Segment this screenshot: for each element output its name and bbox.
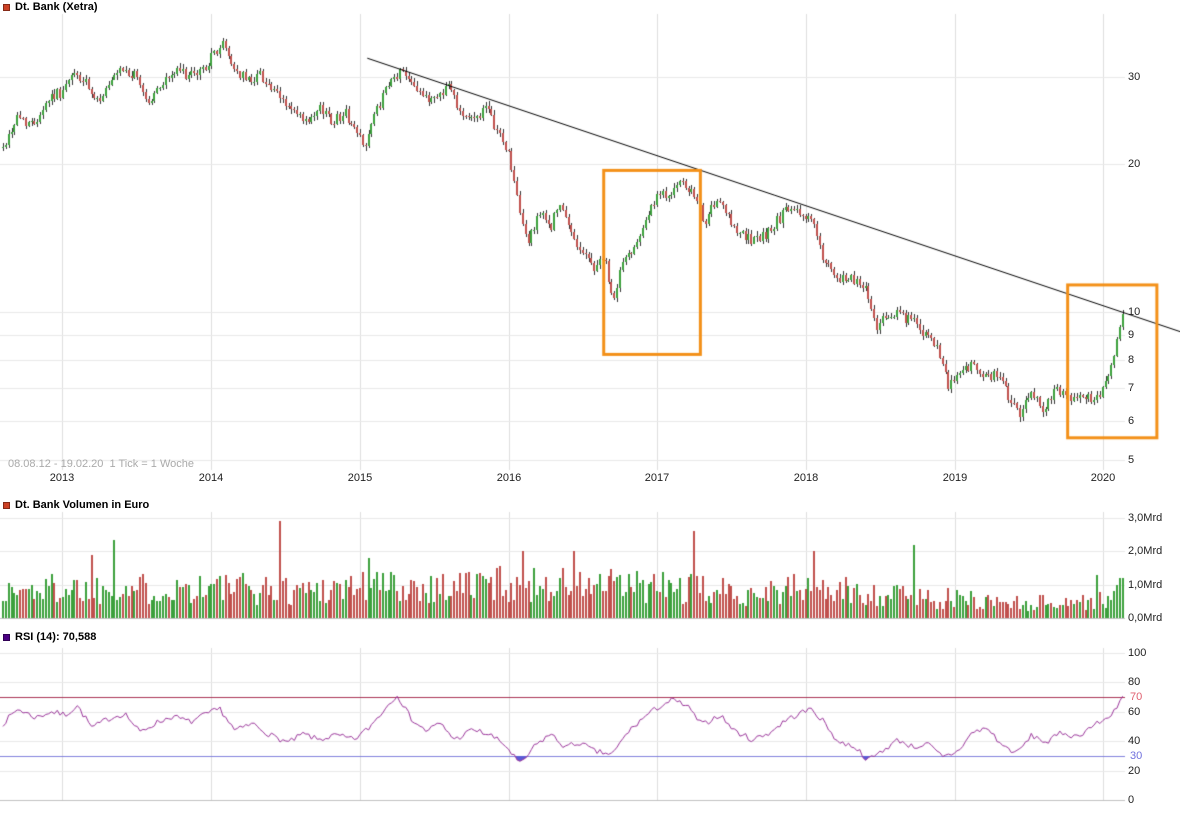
year-axis-label: 2016 — [496, 472, 522, 484]
rsi-axis-tick-label: 0 — [1128, 794, 1135, 806]
price-axis-tick-label: 10 — [1128, 306, 1141, 318]
rsi-threshold-label: 30 — [1130, 750, 1143, 762]
rsi-legend: RSI (14): 70,588 — [3, 631, 96, 643]
price-legend-label: Dt. Bank (Xetra) — [15, 1, 98, 13]
year-axis-label: 2018 — [793, 472, 819, 484]
price-axis-tick-label: 9 — [1128, 329, 1135, 341]
volume-legend: Dt. Bank Volumen in Euro — [3, 499, 149, 511]
year-axis-label: 2015 — [347, 472, 373, 484]
candlestick-icon — [3, 3, 10, 11]
volume-axis-tick-label: 2,0Mrd — [1128, 545, 1163, 557]
rsi-axis-tick-label: 80 — [1128, 676, 1141, 688]
volume-legend-label: Dt. Bank Volumen in Euro — [15, 499, 150, 511]
year-axis-label: 2020 — [1090, 472, 1116, 484]
price-axis-tick-label: 7 — [1128, 382, 1135, 394]
price-axis-tick-label: 20 — [1128, 158, 1141, 170]
volume-icon — [3, 501, 10, 509]
rsi-axis-tick-label: 20 — [1128, 765, 1141, 777]
rsi-axis-tick-label: 60 — [1128, 706, 1141, 718]
volume-axis-tick-label: 1,0Mrd — [1128, 579, 1163, 591]
price-axis-tick-label: 5 — [1128, 454, 1135, 466]
volume-axis-tick-label: 3,0Mrd — [1128, 512, 1163, 524]
price-axis-tick-label: 8 — [1128, 354, 1135, 366]
timeframe-note: 08.08.12 - 19.02.20 1 Tick = 1 Woche — [8, 458, 195, 470]
rsi-threshold-label: 70 — [1130, 691, 1143, 703]
year-axis-label: 2014 — [198, 472, 224, 484]
price-axis-tick-label: 30 — [1128, 71, 1141, 83]
year-axis-label: 2013 — [49, 472, 75, 484]
volume-axis-tick-label: 0,0Mrd — [1128, 612, 1163, 624]
rsi-icon — [3, 633, 10, 641]
year-axis-label: 2019 — [942, 472, 968, 484]
year-axis-label: 2017 — [644, 472, 670, 484]
rsi-axis-tick-label: 40 — [1128, 735, 1141, 747]
rsi-axis-tick-label: 100 — [1128, 647, 1147, 659]
price-axis-tick-label: 6 — [1128, 415, 1135, 427]
price-legend: Dt. Bank (Xetra) — [3, 1, 98, 13]
rsi-legend-label: RSI (14): 70,588 — [15, 631, 97, 643]
